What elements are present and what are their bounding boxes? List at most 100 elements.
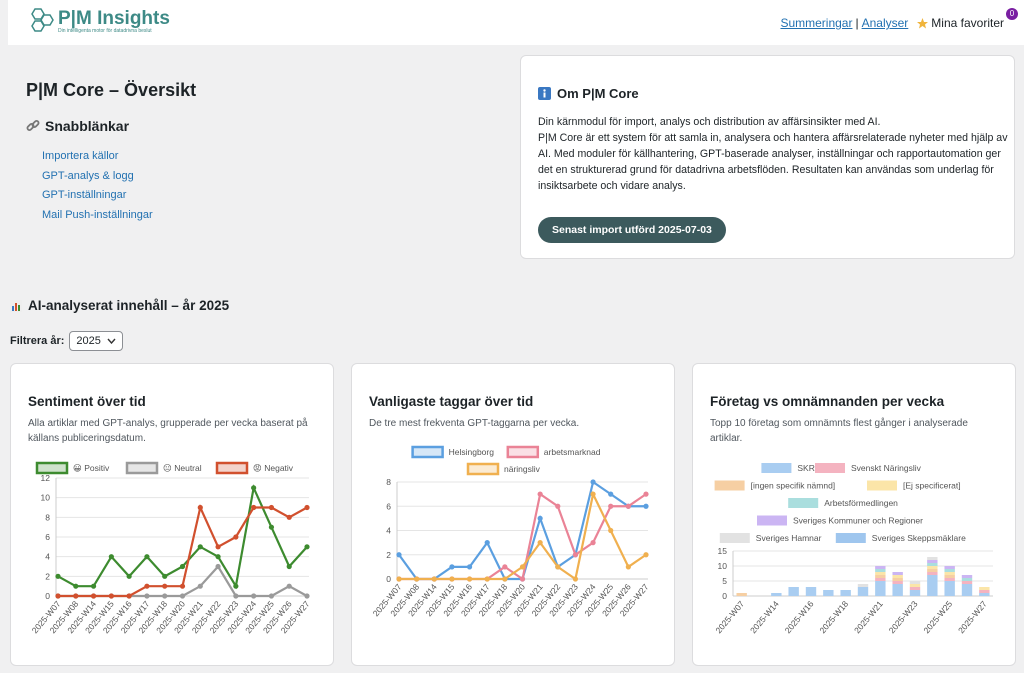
data-point	[519, 576, 526, 582]
quicklink[interactable]: GPT-analys & logg	[42, 169, 134, 182]
data-point	[466, 576, 473, 582]
chart-card: Sentiment över tid Alla artiklar med GPT…	[10, 363, 334, 666]
favorites[interactable]: Mina favoriter 0	[917, 8, 1018, 30]
x-tick-label: 2025-W07	[713, 599, 746, 636]
legend-label: arbetsmarknad	[544, 447, 601, 457]
quicklinks: Importera källor GPT-analys & logg GPT-i…	[42, 147, 153, 225]
data-point	[643, 491, 649, 497]
y-tick-label: 6	[45, 532, 50, 542]
y-tick-label: 2	[386, 550, 391, 560]
data-point	[286, 514, 292, 520]
bar-segment	[892, 575, 903, 578]
data-point	[179, 563, 186, 570]
data-point	[179, 583, 186, 589]
info-icon	[538, 87, 551, 100]
data-point	[625, 564, 631, 570]
data-point	[55, 593, 61, 599]
bar-segment	[857, 584, 869, 587]
info-title: Om P|M Core	[557, 86, 639, 101]
y-tick-label: 15	[718, 546, 728, 556]
data-point	[268, 593, 275, 599]
bar-segment	[961, 581, 973, 584]
bar-segment	[979, 593, 990, 596]
chart-subtitle: De tre mest frekventa GPT-taggarna per v…	[369, 418, 580, 429]
data-point	[108, 554, 114, 560]
x-tick-label: 2025-W21	[852, 599, 885, 636]
quicklink[interactable]: Mail Push-inställningar	[42, 208, 153, 221]
import-button[interactable]: Senast import utförd 2025-07-03	[538, 217, 726, 243]
y-tick-label: 0	[386, 574, 391, 584]
data-point	[555, 564, 561, 570]
nav: Summeringar | Analyser Mina favoriter 0	[780, 8, 1018, 30]
data-point	[396, 576, 402, 582]
bar-segment	[823, 590, 834, 596]
legend-swatch	[35, 461, 69, 475]
bar-segment	[961, 578, 973, 581]
chart-icon	[10, 299, 22, 312]
info-heading: Om P|M Core	[538, 86, 639, 101]
data-point	[608, 491, 614, 497]
data-point	[590, 540, 596, 546]
bar-segment	[840, 590, 851, 596]
data-point	[286, 583, 292, 589]
bar-segment	[736, 593, 747, 596]
bar-segment	[875, 572, 886, 575]
y-tick-label: 8	[45, 512, 50, 522]
data-point	[144, 583, 150, 589]
data-point	[502, 576, 508, 582]
data-point	[179, 593, 186, 599]
data-point	[484, 576, 490, 582]
data-point	[449, 576, 455, 582]
bar-segment	[892, 584, 903, 596]
chart-title: Företag vs omnämnanden per vecka	[710, 394, 945, 409]
favorites-label: Mina favoriter	[931, 16, 1004, 30]
bar-segment	[927, 566, 938, 569]
y-tick-label: 10	[718, 561, 728, 571]
tagline: Din intelligenta motor för datadrivna be…	[58, 28, 152, 34]
legend-swatch	[411, 445, 444, 459]
nav-link[interactable]: Summeringar	[780, 16, 853, 30]
bar-segment	[909, 590, 921, 596]
bar-segment	[944, 569, 955, 572]
data-point	[126, 593, 132, 599]
logo-text: P|M Insights	[58, 8, 170, 29]
data-point	[73, 583, 79, 589]
data-point	[251, 593, 257, 599]
legend-label: 😡 Negativ	[253, 463, 294, 473]
legend-swatch	[757, 515, 787, 526]
data-point	[197, 544, 203, 550]
data-point	[590, 479, 596, 485]
nav-link[interactable]: Analyser	[861, 16, 909, 30]
chart: Helsingborg arbetsmarknadnäringsliv024682…	[371, 445, 651, 618]
quicklink[interactable]: GPT-inställningar	[42, 189, 127, 201]
info-body: P|M Core är ett system för att samla in,…	[538, 132, 1008, 192]
data-point	[90, 593, 97, 599]
legend-swatch	[788, 498, 819, 508]
section-title: AI-analyserat innehåll – år 2025	[28, 298, 230, 313]
info-text: Din kärnmodul för import, analys och dis…	[538, 114, 1008, 194]
quicklink[interactable]: Importera källor	[42, 150, 119, 162]
bar-segment	[909, 581, 921, 584]
x-tick-label: 2025-W25	[921, 599, 954, 636]
bar-segment	[927, 569, 938, 572]
chart-title: Sentiment över tid	[28, 394, 146, 409]
nav-separator: |	[855, 16, 859, 30]
year-select[interactable]: 2025	[69, 331, 123, 351]
data-point	[502, 564, 508, 570]
bar-segment	[857, 587, 869, 596]
bar-segment	[944, 572, 955, 575]
chart: 😀 Positiv 😐 Neutral 😡 Negativ0246810122025…	[30, 461, 312, 635]
bar-segment	[909, 584, 921, 587]
legend-label: [ingen specifik nämnd]	[751, 481, 836, 491]
legend-label: Sveriges Hamnar	[756, 533, 822, 543]
legend-label: 😐 Neutral	[163, 463, 202, 473]
data-point	[608, 503, 614, 509]
section-heading: AI-analyserat innehåll – år 2025	[10, 298, 229, 313]
data-point	[215, 563, 221, 570]
data-point	[304, 504, 310, 511]
bar-segment	[927, 575, 938, 596]
legend-swatch	[714, 480, 745, 491]
bar-segment	[944, 566, 955, 569]
x-tick-label: 2025-W27	[956, 599, 989, 636]
bar-segment	[875, 581, 886, 596]
